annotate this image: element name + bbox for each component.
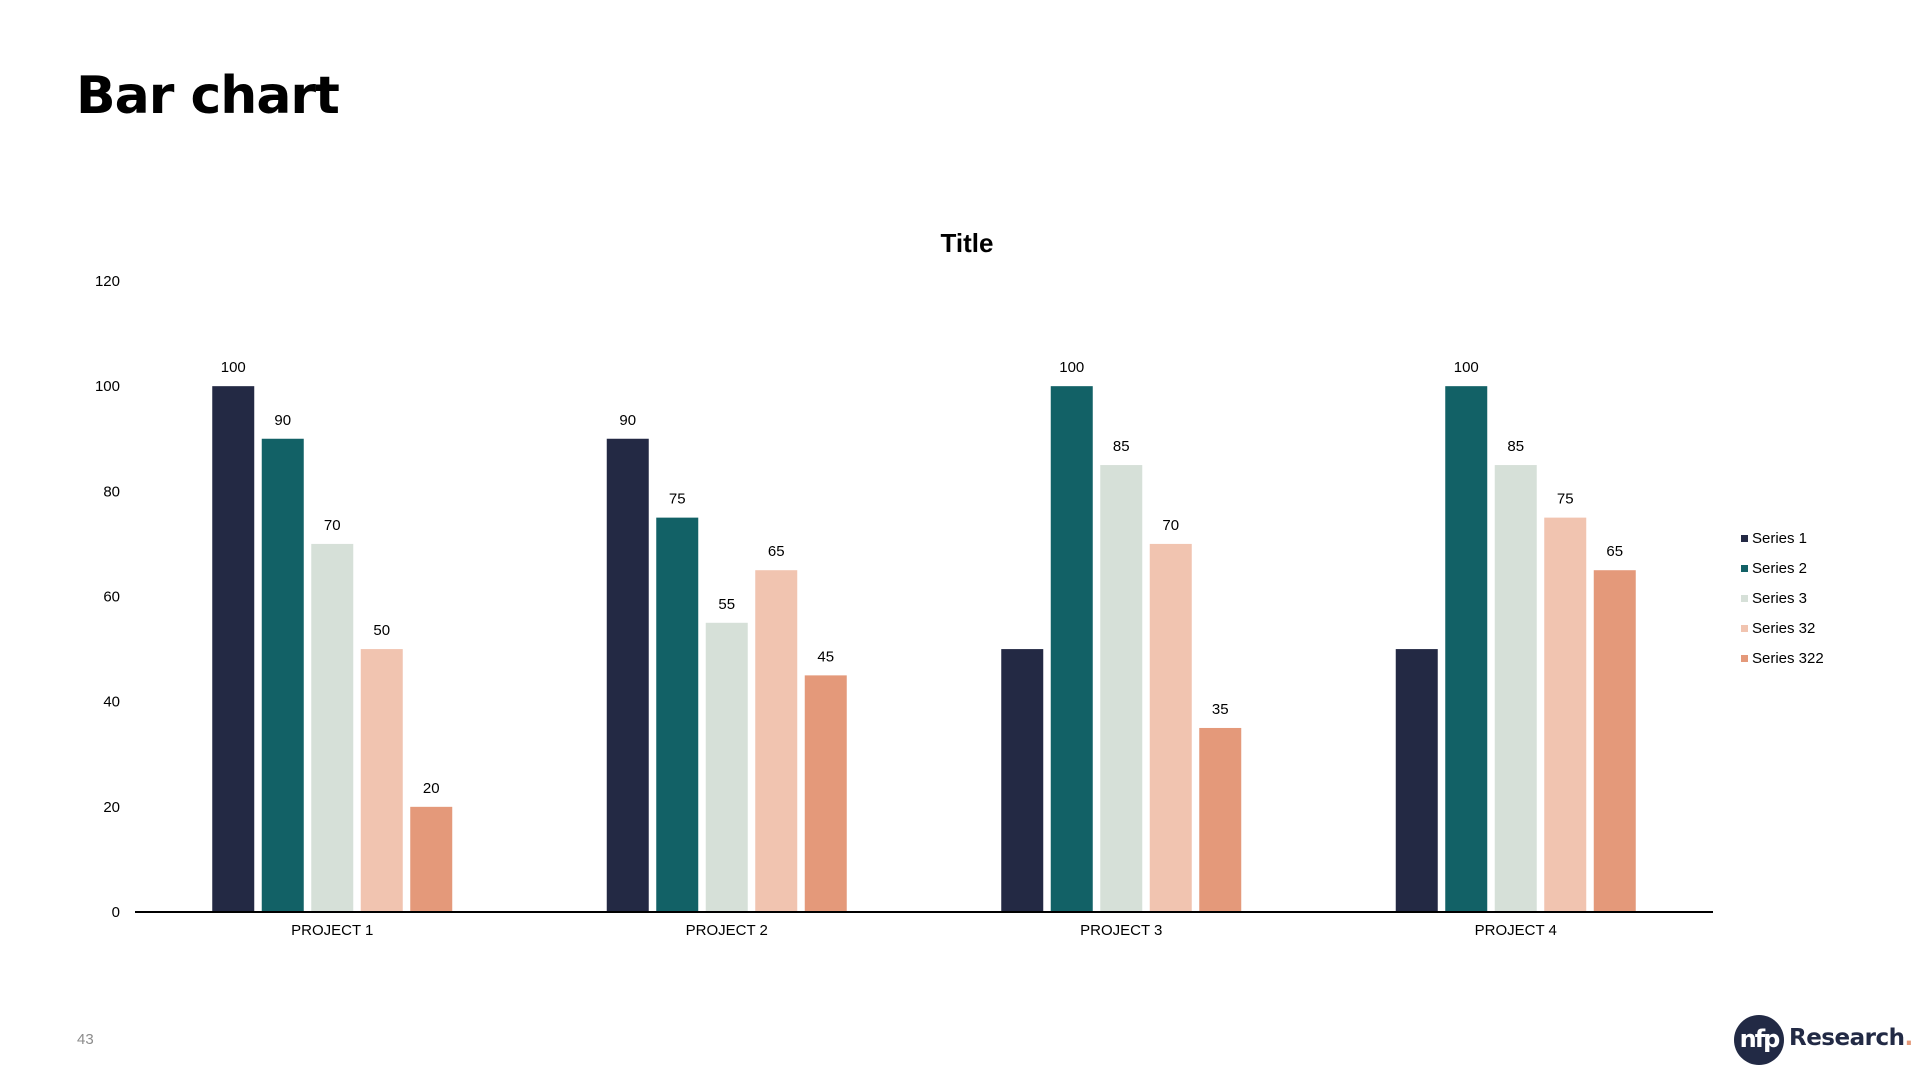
slide-title: Bar chart — [76, 66, 340, 126]
bar — [1050, 386, 1093, 913]
bar-value-label: 100 — [1059, 359, 1084, 376]
bar — [1395, 649, 1438, 912]
bar — [1199, 727, 1242, 912]
bar-value-label: 55 — [718, 596, 735, 613]
legend-label: Series 322 — [1752, 650, 1824, 667]
page-number: 43 — [77, 1031, 94, 1048]
y-axis-ticks: 0 20 40 60 80 100 120 — [95, 273, 120, 921]
bar — [656, 517, 699, 912]
x-category-label: PROJECT 2 — [686, 922, 768, 939]
legend-swatch — [1741, 655, 1748, 662]
bar — [1149, 543, 1192, 912]
bar-value-label: 45 — [817, 648, 834, 665]
legend-label: Series 32 — [1752, 620, 1815, 637]
bar — [755, 570, 798, 912]
legend-label: Series 2 — [1752, 560, 1807, 577]
bar — [1445, 386, 1488, 913]
bar — [1494, 465, 1537, 912]
bar-value-label: 75 — [1557, 491, 1574, 508]
bar — [804, 675, 847, 912]
bar — [1100, 465, 1143, 912]
logo-dot: . — [1904, 1025, 1913, 1051]
bar-value-label: 90 — [274, 412, 291, 429]
bar — [1544, 517, 1587, 912]
legend: Series 1 Series 2 Series 3 Series 32 Series … — [1741, 530, 1824, 667]
y-tick-label: 80 — [103, 483, 120, 500]
x-axis-categories: PROJECT 1 PROJECT 2 PROJECT 3 PROJECT 4 — [291, 922, 1557, 939]
legend-swatch — [1741, 565, 1748, 572]
bar-value-label: 20 — [423, 780, 440, 797]
legend-label: Series 1 — [1752, 530, 1807, 547]
bar-value-label: 75 — [669, 491, 686, 508]
logo-mark: nfp — [1734, 1015, 1784, 1065]
y-tick-label: 120 — [95, 273, 120, 290]
bar-value-label: 85 — [1507, 438, 1524, 455]
bar-value-label: 70 — [324, 517, 341, 534]
bar-value-label: 100 — [1454, 359, 1479, 376]
legend-swatch — [1741, 595, 1748, 602]
nfp-research-logo: nfp Research. — [1734, 1015, 1913, 1067]
x-category-label: PROJECT 3 — [1080, 922, 1162, 939]
bar — [705, 622, 748, 912]
y-tick-label: 40 — [103, 694, 120, 711]
x-category-label: PROJECT 4 — [1475, 922, 1557, 939]
bar — [1593, 570, 1636, 912]
bar-value-label: 65 — [768, 543, 785, 560]
bar — [1001, 649, 1044, 912]
bar — [360, 649, 403, 912]
bar-value-label: 35 — [1212, 701, 1229, 718]
bar — [261, 438, 304, 912]
bar-value-label: 90 — [619, 412, 636, 429]
bar-value-label: 85 — [1113, 438, 1130, 455]
y-tick-label: 20 — [103, 799, 120, 816]
bars — [212, 386, 1636, 913]
legend-swatch — [1741, 535, 1748, 542]
bar — [311, 543, 354, 912]
y-tick-label: 60 — [103, 589, 120, 606]
bar-value-label: 65 — [1606, 543, 1623, 560]
legend-label: Series 3 — [1752, 590, 1807, 607]
bar — [212, 386, 255, 913]
legend-swatch — [1741, 625, 1748, 632]
y-tick-label: 100 — [95, 378, 120, 395]
y-tick-label: 0 — [112, 904, 120, 921]
bar-data-labels: 100 90 70 50 20 90 75 55 65 45 100 85 70 35 100 85 75 65 — [221, 359, 1623, 797]
logo-word: Research — [1789, 1025, 1905, 1051]
logo-wordmark: Research. — [1789, 1025, 1913, 1051]
x-category-label: PROJECT 1 — [291, 922, 373, 939]
chart-title: Title — [941, 228, 994, 258]
bar — [410, 806, 453, 912]
bar-value-label: 50 — [373, 622, 390, 639]
bar-value-label: 70 — [1162, 517, 1179, 534]
bar-value-label: 100 — [221, 359, 246, 376]
bar — [606, 438, 649, 912]
